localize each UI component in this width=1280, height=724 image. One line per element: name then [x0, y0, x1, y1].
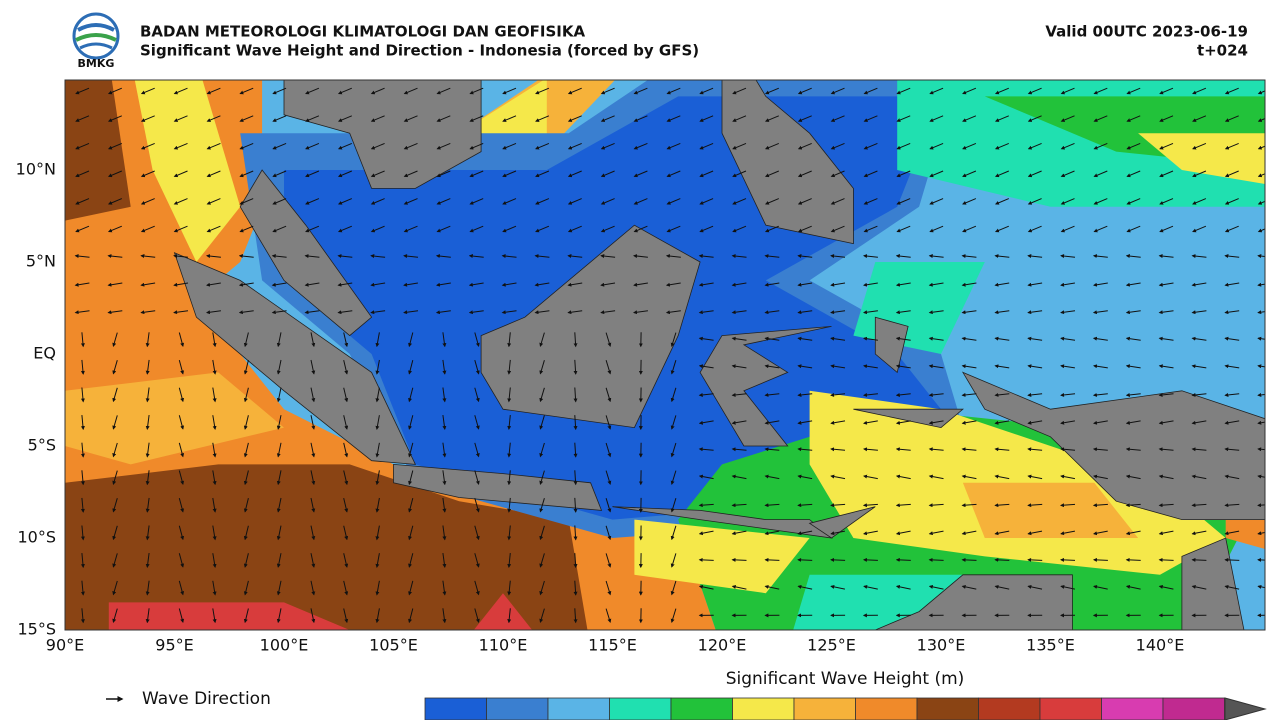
colorbar-box: [794, 698, 856, 720]
direction-arrow: [733, 560, 747, 561]
direction-arrow: [963, 560, 977, 561]
lon-label: 105°E: [369, 636, 418, 655]
wave-legend: Wave Direction: [106, 689, 271, 709]
direction-arrow: [995, 560, 1009, 561]
logo-text: BMKG: [78, 57, 115, 70]
header-title: BADAN METEOROLOGI KLIMATOLOGI DAN GEOFIS…: [140, 23, 585, 41]
lon-label: 110°E: [479, 636, 528, 655]
colorbar-box: [979, 698, 1041, 720]
lon-label: 135°E: [1026, 636, 1075, 655]
direction-arrow: [897, 560, 911, 561]
direction-arrow: [831, 560, 845, 561]
lon-label: 115°E: [588, 636, 637, 655]
direction-arrow: [930, 560, 944, 561]
colorbar-box: [425, 698, 487, 720]
lat-label: 5°N: [26, 252, 56, 271]
direction-arrow: [864, 560, 878, 561]
colorbar-box: [671, 698, 733, 720]
direction-arrow: [798, 560, 812, 561]
colorbar-box: [856, 698, 918, 720]
direction-arrow: [1160, 560, 1174, 561]
colorbar-box: [917, 698, 979, 720]
colorbar-box: [610, 698, 672, 720]
colorbar: [425, 698, 1265, 720]
colorbar-box: [1040, 698, 1102, 720]
lon-label: 140°E: [1136, 636, 1185, 655]
lat-label: 10°S: [17, 528, 56, 547]
colorbar-box: [1102, 698, 1164, 720]
lat-label: 10°N: [16, 160, 56, 179]
direction-arrow: [1225, 560, 1239, 561]
lat-label: 5°S: [28, 436, 56, 455]
lon-label: 130°E: [917, 636, 966, 655]
direction-arrow: [1127, 560, 1141, 561]
lead-time: t+024: [1197, 42, 1248, 60]
colorbar-box: [548, 698, 610, 720]
lat-label: EQ: [33, 344, 56, 363]
colorbar-box: [1163, 698, 1225, 720]
direction-arrow: [700, 560, 714, 561]
logo: BMKG: [74, 14, 118, 70]
direction-arrow: [765, 560, 779, 561]
colorbar-box: [487, 698, 549, 720]
header-subtitle: Significant Wave Height and Direction - …: [140, 42, 699, 60]
colorbar-box: [733, 698, 795, 720]
colorbar-extend: [1225, 698, 1265, 720]
direction-arrow: [1094, 560, 1108, 561]
legend-label: Wave Direction: [142, 689, 271, 709]
lon-label: 120°E: [698, 636, 747, 655]
lon-label: 90°E: [46, 636, 84, 655]
direction-arrow: [1192, 560, 1206, 561]
map: [43, 23, 1280, 649]
direction-arrow: [1028, 560, 1042, 561]
lon-label: 125°E: [807, 636, 856, 655]
direction-arrow: [1061, 560, 1075, 561]
colorbar-title: Significant Wave Height (m): [726, 669, 965, 689]
lon-label: 100°E: [260, 636, 309, 655]
valid-time: Valid 00UTC 2023-06-19: [1045, 23, 1248, 41]
lon-label: 95°E: [155, 636, 193, 655]
